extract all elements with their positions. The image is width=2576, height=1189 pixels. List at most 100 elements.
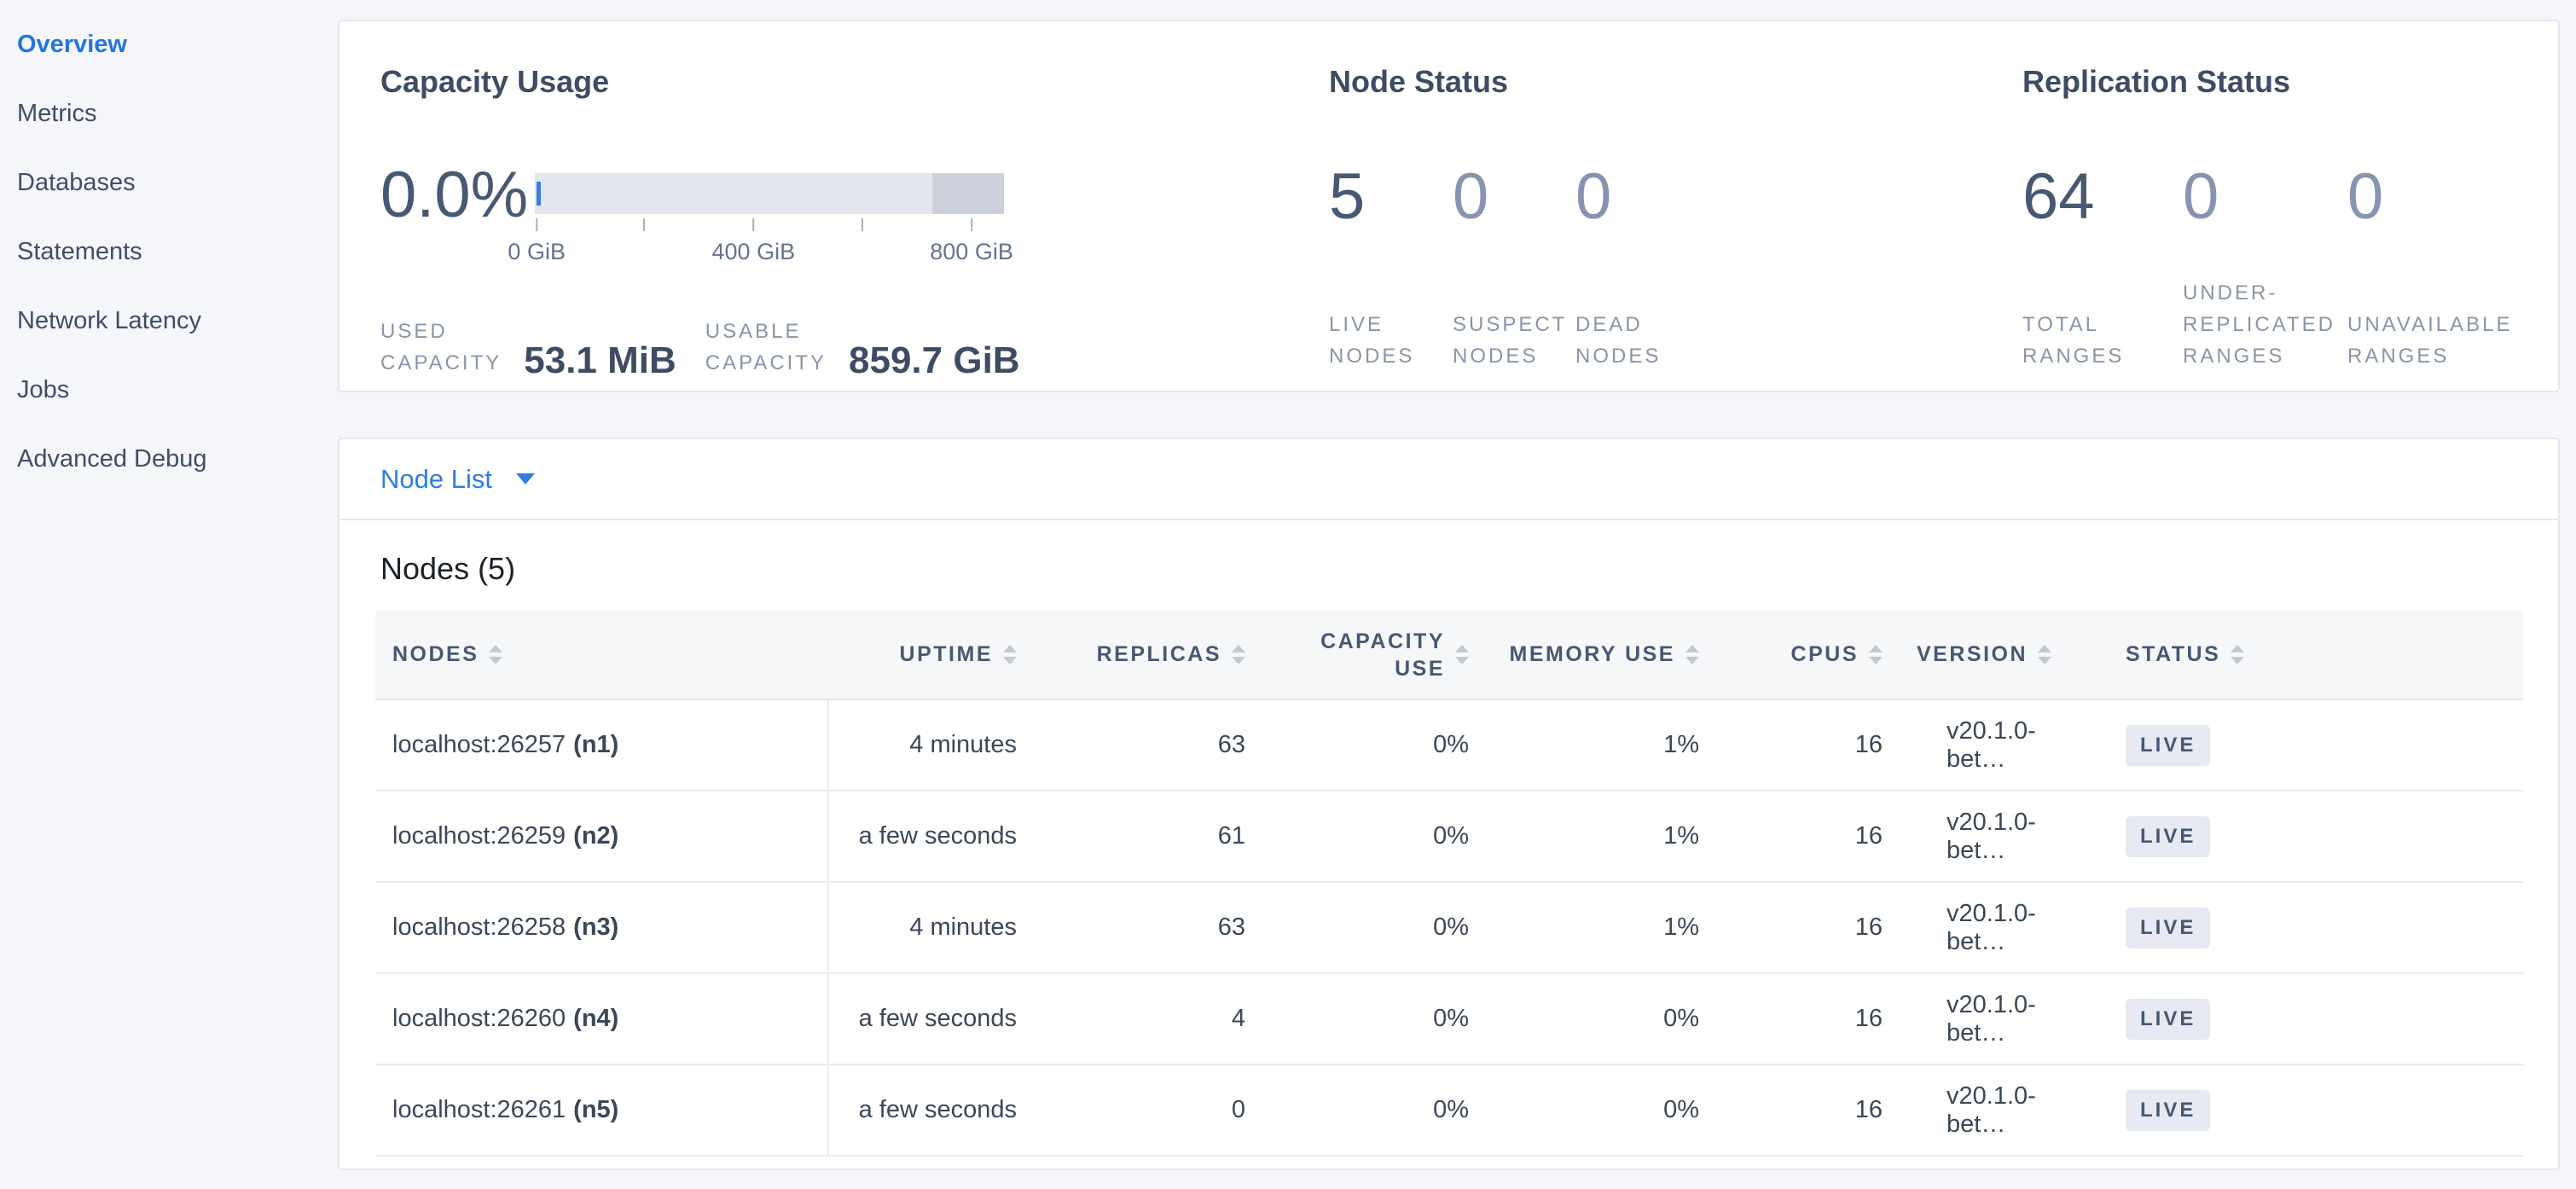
summary-stat: 5 LIVE NODES [1329,163,1453,372]
status-badge: LIVE [2126,1089,2211,1131]
capacity-bar [535,173,1004,214]
node-address-cell[interactable]: localhost:26260 (n4) [375,974,829,1064]
column-header[interactable]: CAPACITY USE [1262,611,1486,699]
sidebar-item[interactable]: Metrics [17,79,338,148]
capacity-bar-dark-segment [932,173,1004,214]
tick-mark [971,218,973,231]
memory-use-cell: 1% [1663,731,1699,758]
column-header-label: MEMORY USE [1509,642,1675,666]
version-cell: v20.1.0-bet… [1947,716,2036,773]
used-capacity-stat: USED CAPACITY 53.1 MiB [380,316,676,381]
table-row: localhost:26261 (n5) a few seconds 0 0% … [375,1065,2523,1157]
column-header-label: CPUS [1790,642,1859,666]
cpus-cell: 16 [1854,731,1883,758]
column-header[interactable]: VERSION [1900,611,2109,699]
sidebar-item[interactable]: Network Latency [17,287,338,356]
usable-capacity-stat: USABLE CAPACITY 859.7 GiB [705,316,1020,380]
cluster-summary-card: Capacity Usage 0.0% 0 GiB 400 GiB [338,20,2560,392]
capacity-use-cell: 0% [1433,1096,1469,1123]
status-badge: LIVE [2126,815,2211,857]
capacity-bar-chart: 0 GiB 400 GiB 800 GiB [508,161,1013,275]
summary-stat: 0 UNDER- REPLICATED RANGES [2183,163,2347,372]
tick-mark [752,218,755,231]
node-address-cell[interactable]: localhost:26259 (n2) [375,792,829,881]
sort-icon [2038,645,2052,664]
nodes-table-header: NODES UPTIME REPLICAS CAPACITY USE MEMOR… [375,611,2523,700]
node-id: (n1) [573,731,619,758]
column-header-label: STATUS [2126,642,2221,666]
column-header[interactable]: MEMORY USE [1486,611,1716,699]
capacity-use-cell: 0% [1433,822,1469,850]
sidebar-item[interactable]: Jobs [17,356,338,425]
column-header[interactable]: UPTIME [829,611,1034,699]
sort-icon [1685,645,1699,664]
column-header[interactable]: STATUS [2109,611,2523,699]
sort-icon [2231,645,2245,664]
summary-stat: 0 SUSPECT NODES [1453,163,1575,372]
uptime-cell: 4 minutes [909,731,1017,758]
sidebar-item-label: Network Latency [17,307,201,334]
tick-mark [862,218,864,231]
sidebar-item[interactable]: Statements [17,218,338,287]
cpus-cell: 16 [1854,822,1883,850]
version-cell: v20.1.0-bet… [1947,899,2036,955]
column-header[interactable]: CPUS [1716,611,1900,699]
tick-label: 0 GiB [508,239,566,264]
version-cell: v20.1.0-bet… [1947,1082,2036,1138]
stat-value: 0 [2183,160,2219,233]
node-address-cell[interactable]: localhost:26257 (n1) [375,700,829,790]
node-list-dropdown[interactable]: Node List [380,464,535,495]
stat-value: 0 [1575,160,1612,233]
capacity-use-cell: 0% [1433,1005,1469,1032]
cpus-cell: 16 [1854,1096,1883,1123]
chevron-down-icon [515,473,535,484]
axis-tick: 400 GiB [712,218,795,265]
status-cell: LIVE [2109,974,2523,1064]
sidebar-item-label: Statements [17,238,142,265]
capacity-usage-title: Capacity Usage [380,64,610,99]
node-address-cell[interactable]: localhost:26258 (n3) [375,883,829,972]
column-header-label: NODES [392,642,479,666]
version-cell: v20.1.0-bet… [1947,990,2036,1047]
sidebar: Overview Metrics Databases Statements Ne… [0,0,338,1189]
usable-capacity-label: USABLE CAPACITY [705,320,827,374]
replicas-cell: 0 [1231,1096,1245,1123]
uptime-cell: 4 minutes [909,914,1017,941]
status-cell: LIVE [2109,700,2523,790]
sidebar-item-label: Advanced Debug [17,445,207,473]
sidebar-item[interactable]: Overview [17,10,338,79]
table-row: localhost:26257 (n1) 4 minutes 63 0% 1% … [375,700,2523,792]
uptime-cell: a few seconds [858,1096,1017,1123]
column-header[interactable]: REPLICAS [1034,611,1262,699]
axis-tick [862,218,864,239]
node-id: (n4) [573,1005,619,1032]
used-capacity-value: 53.1 MiB [524,339,676,381]
column-header[interactable]: NODES [375,611,829,699]
main-content: Capacity Usage 0.0% 0 GiB 400 GiB [338,0,2576,1189]
replicas-cell: 61 [1217,822,1245,850]
node-status-section: Node Status 5 LIVE NODES 0 SUSPECT NODES… [1329,64,2022,391]
stat-label: LIVE NODES [1329,313,1415,368]
tick-mark [536,218,538,231]
replication-status-section: Replication Status 64 TOTAL RANGES 0 UND… [2022,64,2558,391]
summary-stat: 0 DEAD NODES [1575,163,1661,372]
replicas-cell: 63 [1217,914,1245,941]
node-list-dropdown-label: Node List [380,463,492,494]
node-id: (n5) [573,1096,619,1123]
replication-status-title: Replication Status [2022,64,2291,99]
node-host: localhost:26260 [392,1005,566,1032]
stat-label: DEAD NODES [1575,313,1662,368]
memory-use-cell: 0% [1663,1096,1699,1123]
nodes-table: NODES UPTIME REPLICAS CAPACITY USE MEMOR… [375,611,2523,1157]
status-badge: LIVE [2126,998,2211,1040]
tick-label: 800 GiB [930,239,1013,264]
stat-label: UNAVAILABLE RANGES [2347,313,2513,368]
axis-tick: 0 GiB [508,218,566,265]
node-address-cell[interactable]: localhost:26261 (n5) [375,1065,829,1155]
node-host: localhost:26259 [392,822,566,850]
sidebar-item[interactable]: Advanced Debug [17,425,338,494]
sidebar-item-label: Databases [17,169,136,196]
sidebar-item-label: Metrics [17,100,97,127]
sidebar-item[interactable]: Databases [17,148,338,218]
memory-use-cell: 1% [1663,822,1699,850]
